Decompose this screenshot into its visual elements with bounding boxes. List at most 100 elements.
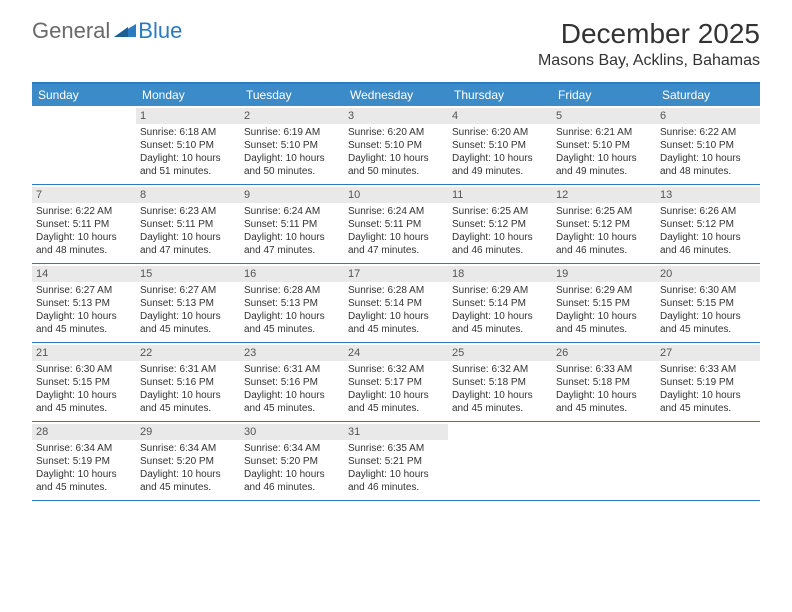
day-cell: 25Sunrise: 6:32 AMSunset: 5:18 PMDayligh…: [448, 343, 552, 421]
sunset-text: Sunset: 5:19 PM: [660, 376, 756, 389]
day-number: 6: [656, 108, 760, 124]
day-cell: 10Sunrise: 6:24 AMSunset: 5:11 PMDayligh…: [344, 185, 448, 263]
week-row: 1Sunrise: 6:18 AMSunset: 5:10 PMDaylight…: [32, 106, 760, 185]
day-header: Tuesday: [240, 84, 344, 106]
daylight-text: Daylight: 10 hours and 46 minutes.: [660, 231, 756, 257]
day-number: 8: [136, 187, 240, 203]
sunset-text: Sunset: 5:11 PM: [244, 218, 340, 231]
daylight-text: Daylight: 10 hours and 46 minutes.: [244, 468, 340, 494]
day-number: 12: [552, 187, 656, 203]
sunrise-text: Sunrise: 6:31 AM: [140, 363, 236, 376]
sunrise-text: Sunrise: 6:34 AM: [140, 442, 236, 455]
day-number: 9: [240, 187, 344, 203]
day-cell: 1Sunrise: 6:18 AMSunset: 5:10 PMDaylight…: [136, 106, 240, 184]
sunset-text: Sunset: 5:10 PM: [244, 139, 340, 152]
daylight-text: Daylight: 10 hours and 45 minutes.: [36, 389, 132, 415]
daylight-text: Daylight: 10 hours and 51 minutes.: [140, 152, 236, 178]
day-number: 16: [240, 266, 344, 282]
sunset-text: Sunset: 5:10 PM: [452, 139, 548, 152]
sunrise-text: Sunrise: 6:34 AM: [244, 442, 340, 455]
daylight-text: Daylight: 10 hours and 45 minutes.: [36, 468, 132, 494]
day-number: 25: [448, 345, 552, 361]
week-row: 7Sunrise: 6:22 AMSunset: 5:11 PMDaylight…: [32, 185, 760, 264]
day-cell: 4Sunrise: 6:20 AMSunset: 5:10 PMDaylight…: [448, 106, 552, 184]
day-cell: 14Sunrise: 6:27 AMSunset: 5:13 PMDayligh…: [32, 264, 136, 342]
day-cell: 27Sunrise: 6:33 AMSunset: 5:19 PMDayligh…: [656, 343, 760, 421]
daylight-text: Daylight: 10 hours and 48 minutes.: [660, 152, 756, 178]
sunrise-text: Sunrise: 6:24 AM: [244, 205, 340, 218]
day-header: Thursday: [448, 84, 552, 106]
logo: General Blue: [32, 18, 182, 44]
sunrise-text: Sunrise: 6:33 AM: [660, 363, 756, 376]
daylight-text: Daylight: 10 hours and 45 minutes.: [452, 389, 548, 415]
sunset-text: Sunset: 5:16 PM: [140, 376, 236, 389]
day-number: 2: [240, 108, 344, 124]
daylight-text: Daylight: 10 hours and 50 minutes.: [244, 152, 340, 178]
header: General Blue December 2025 Masons Bay, A…: [0, 0, 792, 74]
day-number: 24: [344, 345, 448, 361]
daylight-text: Daylight: 10 hours and 45 minutes.: [348, 310, 444, 336]
sunrise-text: Sunrise: 6:29 AM: [452, 284, 548, 297]
sunset-text: Sunset: 5:13 PM: [36, 297, 132, 310]
day-cell: 30Sunrise: 6:34 AMSunset: 5:20 PMDayligh…: [240, 422, 344, 500]
day-cell: 9 Sunrise: 6:24 AMSunset: 5:11 PMDaylight…: [240, 185, 344, 263]
day-cell: 19Sunrise: 6:29 AMSunset: 5:15 PMDayligh…: [552, 264, 656, 342]
sunrise-text: Sunrise: 6:22 AM: [36, 205, 132, 218]
sunset-text: Sunset: 5:16 PM: [244, 376, 340, 389]
day-number: 22: [136, 345, 240, 361]
sunrise-text: Sunrise: 6:28 AM: [348, 284, 444, 297]
sunrise-text: Sunrise: 6:33 AM: [556, 363, 652, 376]
day-cell: [552, 422, 656, 500]
page-title: December 2025: [538, 18, 760, 50]
sunrise-text: Sunrise: 6:25 AM: [556, 205, 652, 218]
week-row: 21Sunrise: 6:30 AMSunset: 5:15 PMDayligh…: [32, 343, 760, 422]
day-cell: [32, 106, 136, 184]
calendar: SundayMondayTuesdayWednesdayThursdayFrid…: [32, 82, 760, 501]
daylight-text: Daylight: 10 hours and 45 minutes.: [140, 468, 236, 494]
sunrise-text: Sunrise: 6:19 AM: [244, 126, 340, 139]
daylight-text: Daylight: 10 hours and 46 minutes.: [556, 231, 652, 257]
sunrise-text: Sunrise: 6:35 AM: [348, 442, 444, 455]
location-text: Masons Bay, Acklins, Bahamas: [538, 52, 760, 70]
day-number: 20: [656, 266, 760, 282]
day-number: 21: [32, 345, 136, 361]
sunrise-text: Sunrise: 6:26 AM: [660, 205, 756, 218]
sunrise-text: Sunrise: 6:31 AM: [244, 363, 340, 376]
sunset-text: Sunset: 5:13 PM: [244, 297, 340, 310]
day-cell: 13Sunrise: 6:26 AMSunset: 5:12 PMDayligh…: [656, 185, 760, 263]
sunset-text: Sunset: 5:15 PM: [556, 297, 652, 310]
day-number: 13: [656, 187, 760, 203]
day-cell: 20Sunrise: 6:30 AMSunset: 5:15 PMDayligh…: [656, 264, 760, 342]
day-cell: 18Sunrise: 6:29 AMSunset: 5:14 PMDayligh…: [448, 264, 552, 342]
sunset-text: Sunset: 5:14 PM: [348, 297, 444, 310]
day-number: 26: [552, 345, 656, 361]
daylight-text: Daylight: 10 hours and 45 minutes.: [660, 310, 756, 336]
day-cell: 16Sunrise: 6:28 AMSunset: 5:13 PMDayligh…: [240, 264, 344, 342]
sunrise-text: Sunrise: 6:29 AM: [556, 284, 652, 297]
day-number: 4: [448, 108, 552, 124]
day-cell: 23Sunrise: 6:31 AMSunset: 5:16 PMDayligh…: [240, 343, 344, 421]
day-cell: [656, 422, 760, 500]
sunset-text: Sunset: 5:12 PM: [452, 218, 548, 231]
day-cell: 8Sunrise: 6:23 AMSunset: 5:11 PMDaylight…: [136, 185, 240, 263]
day-cell: 5Sunrise: 6:21 AMSunset: 5:10 PMDaylight…: [552, 106, 656, 184]
day-cell: 31Sunrise: 6:35 AMSunset: 5:21 PMDayligh…: [344, 422, 448, 500]
sunrise-text: Sunrise: 6:27 AM: [36, 284, 132, 297]
daylight-text: Daylight: 10 hours and 49 minutes.: [556, 152, 652, 178]
sunrise-text: Sunrise: 6:23 AM: [140, 205, 236, 218]
day-number: 29: [136, 424, 240, 440]
day-number: 5: [552, 108, 656, 124]
daylight-text: Daylight: 10 hours and 47 minutes.: [244, 231, 340, 257]
day-number: 23: [240, 345, 344, 361]
sunrise-text: Sunrise: 6:34 AM: [36, 442, 132, 455]
day-header: Monday: [136, 84, 240, 106]
title-block: December 2025 Masons Bay, Acklins, Baham…: [538, 18, 760, 70]
sunrise-text: Sunrise: 6:32 AM: [452, 363, 548, 376]
sunset-text: Sunset: 5:14 PM: [452, 297, 548, 310]
sunset-text: Sunset: 5:15 PM: [36, 376, 132, 389]
daylight-text: Daylight: 10 hours and 45 minutes.: [556, 310, 652, 336]
logo-text-general: General: [32, 18, 110, 44]
day-cell: 7Sunrise: 6:22 AMSunset: 5:11 PMDaylight…: [32, 185, 136, 263]
sunset-text: Sunset: 5:20 PM: [140, 455, 236, 468]
daylight-text: Daylight: 10 hours and 45 minutes.: [348, 389, 444, 415]
